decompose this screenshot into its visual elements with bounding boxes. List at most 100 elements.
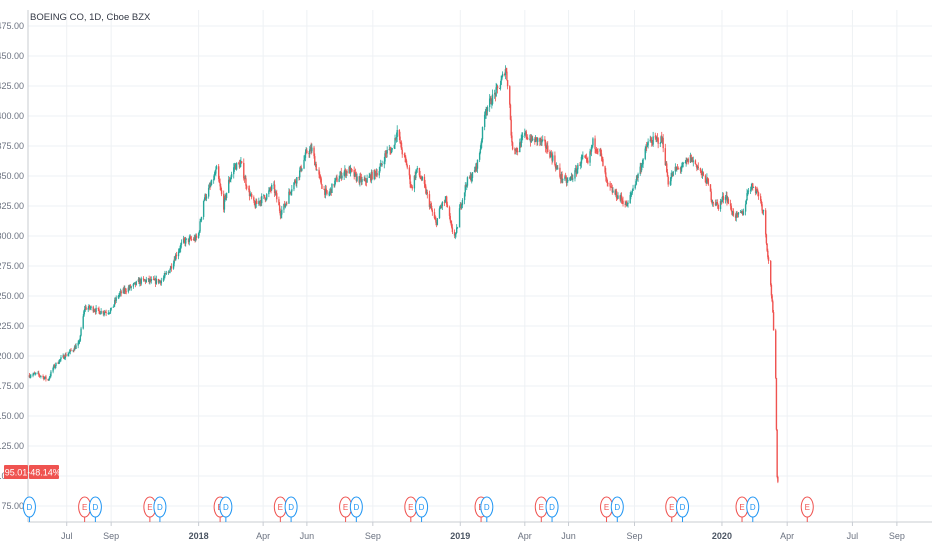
candle[interactable] <box>104 310 107 313</box>
candle[interactable] <box>62 353 64 358</box>
candle[interactable] <box>225 192 228 201</box>
candle[interactable] <box>117 294 120 300</box>
candle[interactable] <box>521 132 523 143</box>
candle[interactable] <box>169 268 171 274</box>
candle[interactable] <box>73 348 75 353</box>
candle[interactable] <box>564 174 566 182</box>
candle[interactable] <box>295 181 297 187</box>
candle[interactable] <box>92 305 94 314</box>
candle[interactable] <box>363 176 365 182</box>
candle[interactable] <box>455 232 457 238</box>
candle[interactable] <box>258 197 260 206</box>
candle[interactable] <box>479 145 482 155</box>
candle[interactable] <box>464 182 467 197</box>
candle[interactable] <box>335 175 337 180</box>
candle[interactable] <box>772 310 775 331</box>
candle[interactable] <box>358 176 360 185</box>
candle[interactable] <box>716 199 719 209</box>
candle[interactable] <box>356 173 358 182</box>
candle[interactable] <box>775 328 777 380</box>
candle[interactable] <box>260 196 262 207</box>
candle[interactable] <box>448 205 451 220</box>
candle[interactable] <box>590 144 593 157</box>
candle[interactable] <box>113 304 115 308</box>
candle[interactable] <box>411 184 413 191</box>
candle[interactable] <box>429 203 431 209</box>
candle[interactable] <box>309 144 312 150</box>
candle[interactable] <box>729 199 732 210</box>
candle[interactable] <box>570 172 573 181</box>
candle[interactable] <box>389 147 391 155</box>
candle[interactable] <box>686 157 688 165</box>
candle[interactable] <box>250 193 252 196</box>
candle[interactable] <box>481 126 484 143</box>
candle[interactable] <box>198 230 201 236</box>
candle[interactable] <box>203 197 206 202</box>
candle[interactable] <box>554 163 557 172</box>
candle[interactable] <box>105 309 107 317</box>
candle[interactable] <box>667 175 669 187</box>
candle[interactable] <box>750 183 753 192</box>
candle[interactable] <box>200 218 202 222</box>
candle[interactable] <box>720 200 722 205</box>
candle[interactable] <box>544 136 546 146</box>
candle[interactable] <box>149 276 152 283</box>
candle[interactable] <box>217 164 220 182</box>
dividend-marker[interactable]: D <box>88 496 102 522</box>
candle[interactable] <box>700 169 702 176</box>
candle[interactable] <box>220 187 223 197</box>
candle[interactable] <box>699 167 702 174</box>
candle[interactable] <box>386 146 388 158</box>
candle[interactable] <box>682 161 684 168</box>
candle[interactable] <box>711 199 714 207</box>
candle[interactable] <box>739 209 742 213</box>
candle[interactable] <box>474 166 477 173</box>
candle[interactable] <box>205 193 207 201</box>
candle[interactable] <box>299 166 302 172</box>
candle[interactable] <box>83 305 86 315</box>
candle[interactable] <box>185 237 187 247</box>
candle[interactable] <box>610 186 612 188</box>
candle[interactable] <box>215 166 217 177</box>
candle[interactable] <box>88 305 91 311</box>
candle[interactable] <box>107 310 109 315</box>
candle[interactable] <box>620 192 622 203</box>
dividend-marker[interactable]: D <box>22 496 36 522</box>
candle[interactable] <box>772 299 774 314</box>
candle[interactable] <box>672 171 674 177</box>
candle[interactable] <box>711 199 713 205</box>
candle[interactable] <box>604 165 606 175</box>
candle[interactable] <box>726 196 729 204</box>
candle[interactable] <box>278 196 280 206</box>
candle[interactable] <box>339 171 341 179</box>
candle[interactable] <box>179 245 181 254</box>
candle[interactable] <box>93 308 96 313</box>
candle[interactable] <box>420 176 422 180</box>
candle[interactable] <box>559 174 562 184</box>
candle[interactable] <box>283 200 286 208</box>
candle[interactable] <box>63 354 65 360</box>
candle[interactable] <box>330 188 332 196</box>
candle[interactable] <box>747 188 750 195</box>
candle[interactable] <box>273 180 276 197</box>
candle[interactable] <box>732 208 735 217</box>
candle[interactable] <box>469 171 472 180</box>
candle[interactable] <box>230 175 232 183</box>
candle[interactable] <box>585 154 587 159</box>
candle[interactable] <box>255 198 258 204</box>
candle[interactable] <box>385 150 387 158</box>
candle[interactable] <box>255 198 257 209</box>
candle[interactable] <box>664 143 667 166</box>
candle[interactable] <box>230 171 233 180</box>
candle[interactable] <box>118 292 120 299</box>
candle[interactable] <box>621 198 624 205</box>
candle[interactable] <box>722 192 725 204</box>
candle[interactable] <box>286 201 288 206</box>
candle[interactable] <box>306 148 308 155</box>
candle[interactable] <box>316 169 318 171</box>
dividend-marker[interactable]: D <box>480 496 494 522</box>
candle[interactable] <box>313 145 315 159</box>
candle[interactable] <box>253 195 255 203</box>
candle[interactable] <box>410 181 412 189</box>
candle[interactable] <box>336 174 338 183</box>
